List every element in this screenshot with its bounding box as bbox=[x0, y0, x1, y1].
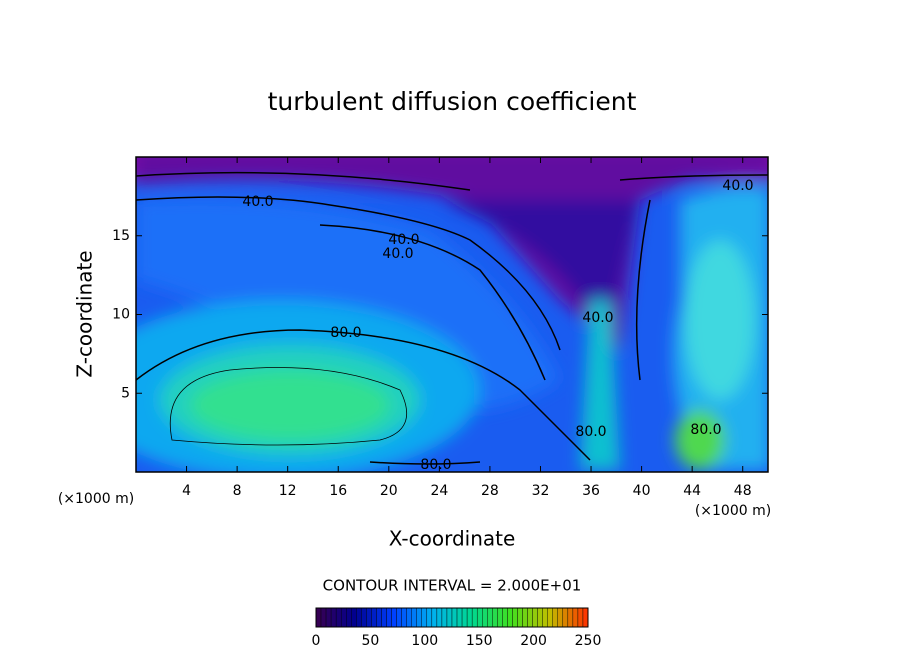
colorbar-cell bbox=[401, 607, 407, 628]
colorbar-cell bbox=[542, 607, 548, 628]
y-tick-label: 15 bbox=[112, 228, 130, 244]
contour-interval: CONTOUR INTERVAL = 2.000E+01 bbox=[323, 577, 582, 595]
x-tick-label: 20 bbox=[380, 483, 398, 499]
colorbar-cell bbox=[396, 607, 402, 628]
contour-label: 40.0 bbox=[388, 232, 419, 248]
colorbar-cell bbox=[456, 607, 463, 628]
colorbar-cell bbox=[547, 607, 553, 628]
colorbar-cell bbox=[482, 607, 488, 628]
colorbar-cell bbox=[582, 607, 589, 628]
colorbar-cell bbox=[527, 607, 533, 628]
colorbar-cell bbox=[376, 607, 382, 628]
contour-label: 80.0 bbox=[420, 457, 451, 473]
colorbar-cell bbox=[386, 607, 392, 628]
colorbar-tick-label: 0 bbox=[312, 633, 321, 649]
colorbar-tick-label: 250 bbox=[575, 633, 602, 649]
colorbar-cell bbox=[335, 607, 342, 628]
colorbar-cell bbox=[562, 607, 569, 628]
colorbar-cell bbox=[315, 607, 322, 628]
x-tick-label: 48 bbox=[734, 483, 752, 499]
x-axis-label: X-coordinate bbox=[389, 527, 516, 551]
colorbar-cell bbox=[416, 607, 422, 628]
colorbar-cell bbox=[552, 607, 558, 628]
x-tick-label: 4 bbox=[182, 483, 191, 499]
chart-title: turbulent diffusion coefficient bbox=[268, 87, 637, 116]
colorbar-cell bbox=[366, 607, 372, 628]
colorbar-cell bbox=[356, 607, 362, 628]
x-tick-label: 44 bbox=[683, 483, 701, 499]
colorbar-cell bbox=[577, 607, 584, 628]
colorbar-frame bbox=[315, 607, 589, 628]
y-axis-label: Z-coordinate bbox=[73, 250, 97, 377]
colorbar-tick-label: 200 bbox=[520, 633, 547, 649]
colorbar-cell bbox=[461, 607, 468, 628]
colorbar-tick-label: 100 bbox=[411, 633, 438, 649]
colorbar-cell bbox=[431, 607, 438, 628]
colorbar-cell bbox=[391, 607, 397, 628]
colorbar-cell bbox=[567, 607, 574, 628]
colorbar-cell bbox=[522, 607, 528, 628]
contour-field bbox=[136, 157, 768, 472]
colorbar-tick-label: 50 bbox=[361, 633, 379, 649]
x-tick-label: 32 bbox=[532, 483, 550, 499]
colorbar-cell bbox=[426, 607, 433, 628]
contour-label: 40.0 bbox=[722, 178, 753, 194]
colorbar-cell bbox=[325, 607, 332, 628]
colorbar-cell bbox=[492, 607, 498, 628]
y-tick-label: 5 bbox=[121, 385, 130, 401]
colorbar-cell bbox=[381, 607, 387, 628]
colorbar-cell bbox=[497, 607, 503, 628]
contour-label: 80.0 bbox=[330, 325, 361, 341]
colorbar-cell bbox=[411, 607, 417, 628]
colorbar-cell bbox=[446, 607, 453, 628]
x-tick-label: 12 bbox=[279, 483, 297, 499]
x-unit-label: (×1000 m) bbox=[695, 503, 771, 519]
colorbar-cell bbox=[421, 607, 428, 628]
y-tick-label: 10 bbox=[112, 307, 130, 323]
contour-label: 40.0 bbox=[382, 246, 413, 262]
colorbar-cell bbox=[346, 607, 352, 628]
x-tick-label: 28 bbox=[481, 483, 499, 499]
x-tick-label: 8 bbox=[233, 483, 242, 499]
colorbar-cell bbox=[371, 607, 377, 628]
colorbar-cell bbox=[517, 607, 523, 628]
colorbar-cell bbox=[406, 607, 412, 628]
colorbar-cell bbox=[507, 607, 513, 628]
colorbar-cell bbox=[451, 607, 458, 628]
colorbar-cell bbox=[351, 607, 357, 628]
x-tick-label: 16 bbox=[329, 483, 347, 499]
colorbar-cell bbox=[441, 607, 448, 628]
colorbar-cell bbox=[537, 607, 543, 628]
colorbar-cell bbox=[512, 607, 518, 628]
colorbar-tick-label: 150 bbox=[466, 633, 493, 649]
colorbar-cell bbox=[320, 607, 327, 628]
colorbar-cell bbox=[572, 607, 579, 628]
colorbar-cell bbox=[487, 607, 493, 628]
contour-label: 80.0 bbox=[575, 424, 606, 440]
colorbar-cell bbox=[436, 607, 443, 628]
colorbar-cell bbox=[502, 607, 508, 628]
x-unit-label: (×1000 m) bbox=[58, 491, 134, 507]
colorbar-cell bbox=[466, 607, 473, 628]
colorbar-cell bbox=[476, 607, 483, 628]
colorbar-cell bbox=[557, 607, 564, 628]
contour-label: 80.0 bbox=[690, 422, 721, 438]
x-tick-label: 36 bbox=[582, 483, 600, 499]
colorbar-cell bbox=[532, 607, 538, 628]
colorbar-cell bbox=[330, 607, 337, 628]
colorbar-cell bbox=[361, 607, 367, 628]
contour-label: 40.0 bbox=[582, 310, 613, 326]
colorbar-cell bbox=[340, 607, 347, 628]
colorbar-cell bbox=[471, 607, 478, 628]
contour-label: 40.0 bbox=[242, 194, 273, 210]
x-tick-label: 40 bbox=[633, 483, 651, 499]
x-tick-label: 24 bbox=[430, 483, 448, 499]
